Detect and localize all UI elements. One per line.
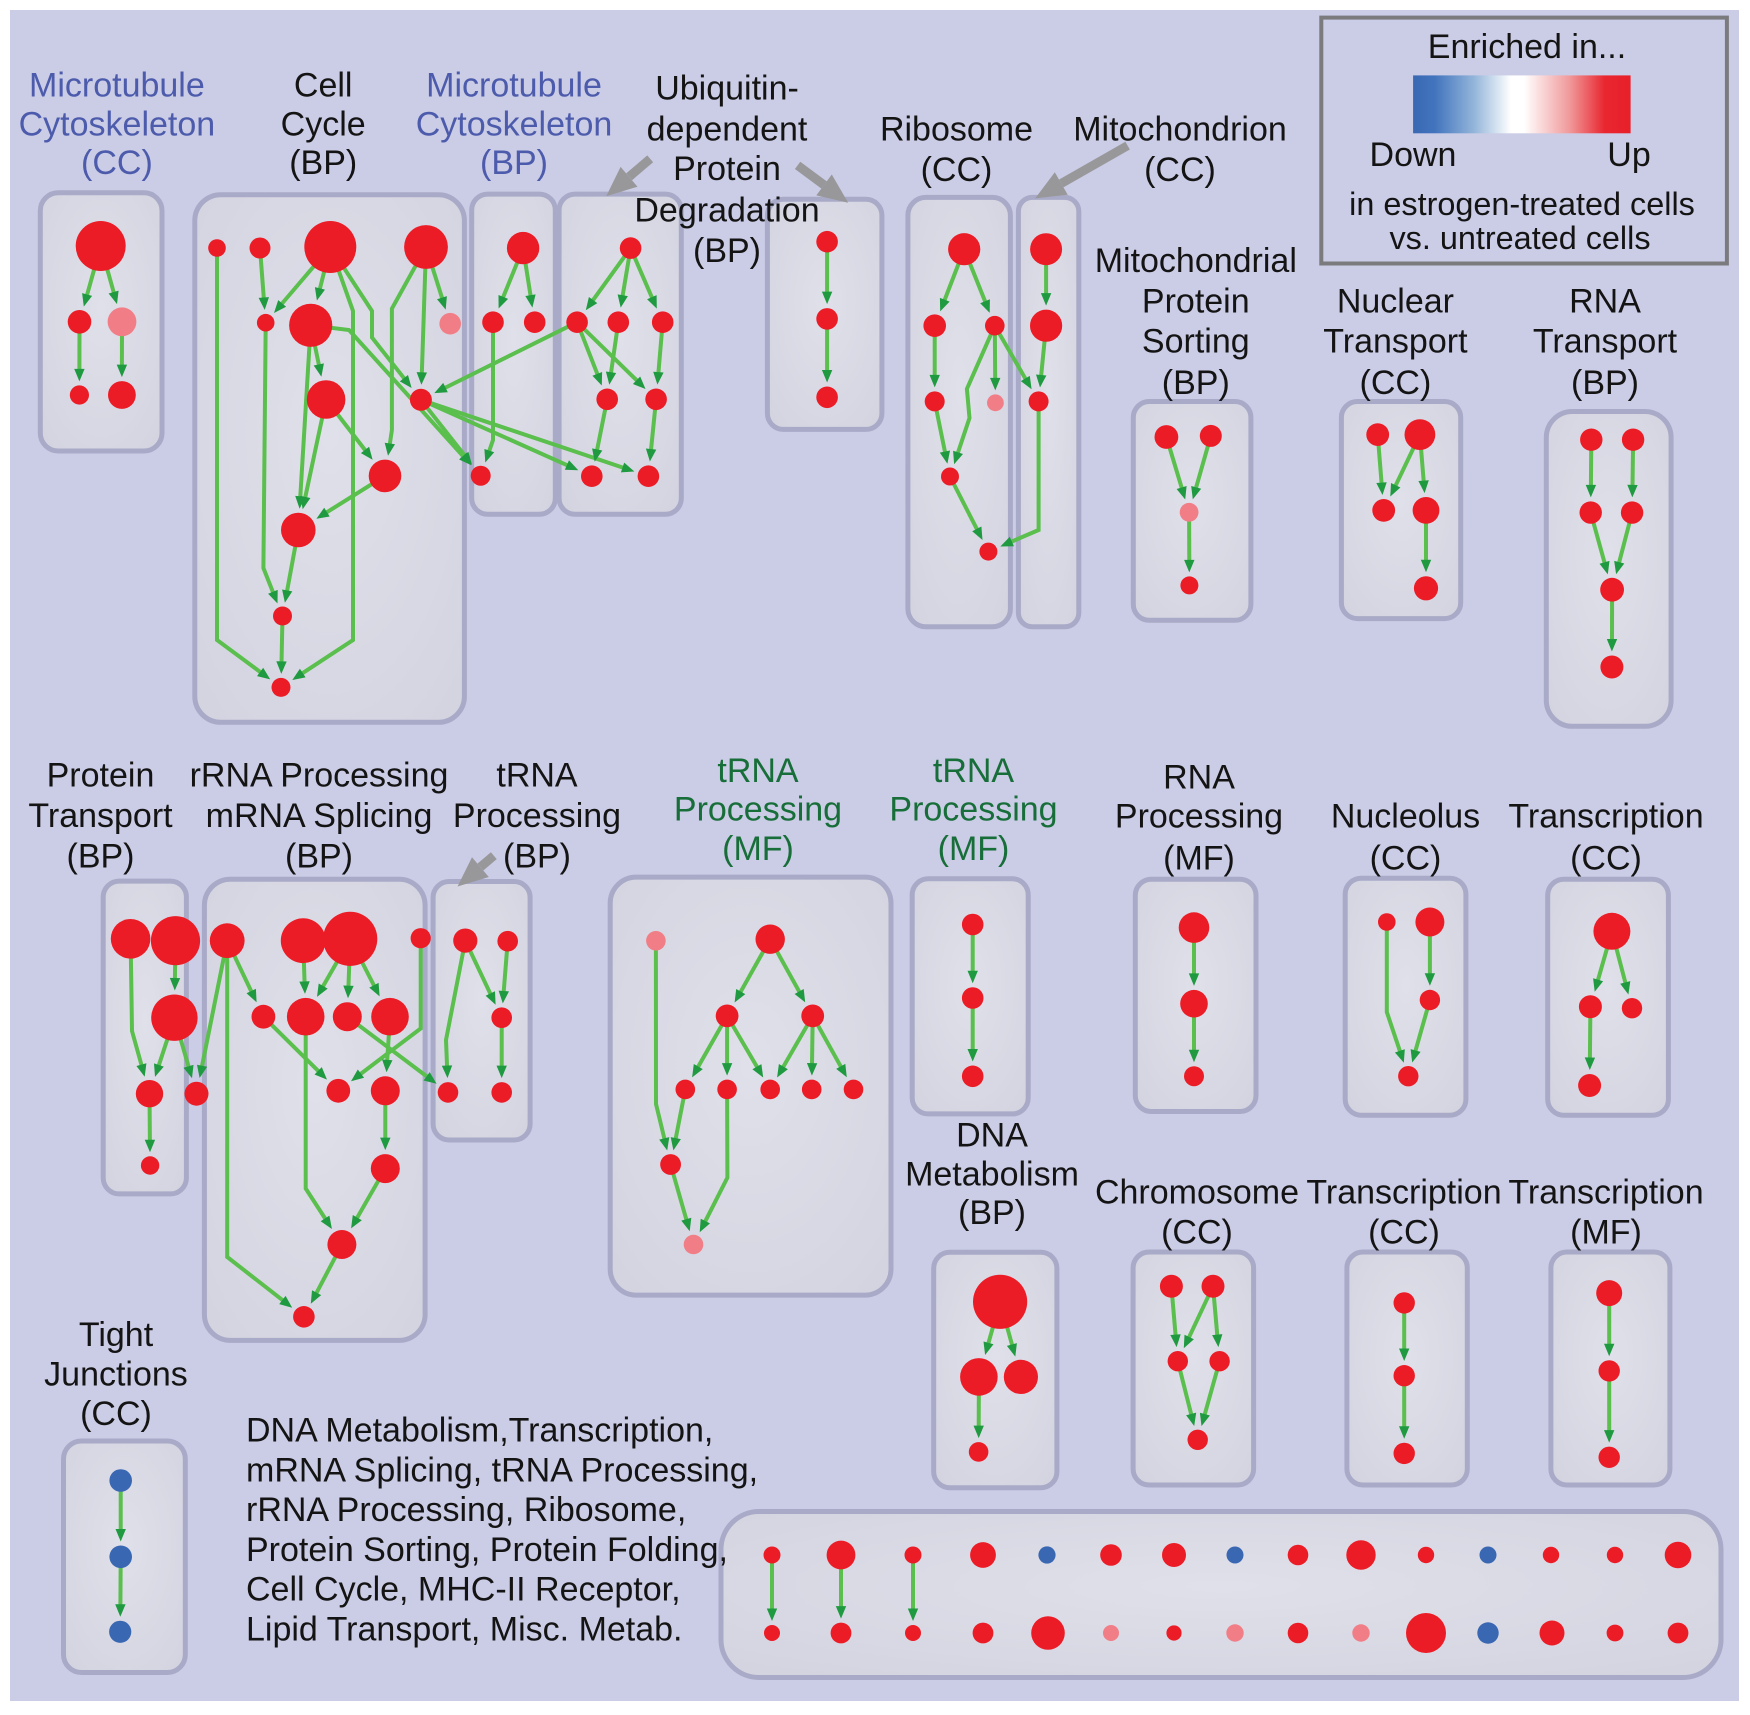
svg-text:Cytoskeleton: Cytoskeleton [416,106,613,144]
svg-text:Enriched in...: Enriched in... [1428,28,1626,66]
svg-text:tRNA: tRNA [933,752,1015,790]
svg-text:Nucleolus: Nucleolus [1331,798,1480,836]
svg-text:(BP): (BP) [285,838,353,876]
svg-text:Transcription: Transcription [1508,1174,1703,1212]
svg-text:Degradation: Degradation [634,192,819,230]
svg-text:(BP): (BP) [67,838,135,876]
svg-text:tRNA: tRNA [717,752,799,790]
svg-text:Microtubule: Microtubule [29,67,205,105]
svg-text:Transport: Transport [28,797,173,835]
svg-text:Processing: Processing [889,791,1057,829]
svg-text:(CC): (CC) [1570,839,1642,877]
svg-text:mRNA Splicing, tRNA Processing: mRNA Splicing, tRNA Processing, [246,1451,758,1489]
svg-text:in estrogen-treated cells: in estrogen-treated cells [1349,186,1695,222]
svg-text:rRNA Processing, Ribosome,: rRNA Processing, Ribosome, [246,1491,686,1529]
svg-text:rRNA Processing: rRNA Processing [190,756,449,794]
svg-text:RNA: RNA [1569,282,1641,320]
svg-text:(BP): (BP) [289,144,357,182]
svg-text:Chromosome: Chromosome [1095,1174,1299,1212]
svg-text:(CC): (CC) [1144,151,1216,189]
svg-text:Junctions: Junctions [44,1356,188,1394]
svg-text:Protein Sorting, Protein Foldi: Protein Sorting, Protein Folding, [246,1531,728,1569]
svg-text:Processing: Processing [674,791,842,829]
svg-text:(BP): (BP) [503,838,571,876]
svg-text:(MF): (MF) [1570,1213,1642,1251]
svg-text:Down: Down [1370,136,1457,174]
svg-text:(CC): (CC) [81,144,153,182]
svg-text:DNA Metabolism,Transcription,: DNA Metabolism,Transcription, [246,1412,713,1450]
svg-text:(CC): (CC) [921,151,993,189]
svg-text:(BP): (BP) [1571,364,1639,402]
svg-text:Transport: Transport [1323,323,1468,361]
svg-text:(MF): (MF) [1163,839,1235,877]
svg-text:vs. untreated cells: vs. untreated cells [1389,220,1650,256]
svg-text:Cell Cycle, MHC-II Receptor,: Cell Cycle, MHC-II Receptor, [246,1571,681,1609]
svg-text:(BP): (BP) [1162,364,1230,402]
svg-text:Microtubule: Microtubule [426,67,602,105]
svg-text:(CC): (CC) [1370,839,1442,877]
svg-text:Tight: Tight [79,1316,154,1354]
svg-text:Sorting: Sorting [1142,323,1250,361]
svg-text:(CC): (CC) [1360,364,1432,402]
svg-text:(BP): (BP) [958,1194,1026,1232]
svg-text:(CC): (CC) [80,1395,152,1433]
svg-text:(BP): (BP) [693,232,761,270]
svg-text:Transcription: Transcription [1306,1174,1501,1212]
svg-text:RNA: RNA [1163,758,1235,796]
svg-text:Protein: Protein [673,150,781,188]
svg-text:Nuclear: Nuclear [1337,282,1454,320]
svg-text:Processing: Processing [1115,798,1283,836]
svg-text:Transport: Transport [1533,323,1678,361]
svg-text:Mitochondrion: Mitochondrion [1073,110,1287,148]
svg-text:(CC): (CC) [1161,1213,1233,1251]
svg-text:Ubiquitin-: Ubiquitin- [655,69,799,107]
svg-text:Ribosome: Ribosome [880,110,1033,148]
svg-text:Processing: Processing [453,797,621,835]
svg-text:Up: Up [1607,136,1650,174]
svg-text:(MF): (MF) [938,830,1010,868]
svg-text:Mitochondrial: Mitochondrial [1095,242,1297,280]
svg-text:Cytoskeleton: Cytoskeleton [19,106,216,144]
svg-text:(MF): (MF) [722,830,794,868]
svg-text:mRNA Splicing: mRNA Splicing [206,797,433,835]
svg-text:(BP): (BP) [480,144,548,182]
svg-text:(CC): (CC) [1368,1213,1440,1251]
svg-text:Cycle: Cycle [281,106,366,144]
svg-text:tRNA: tRNA [496,756,578,794]
svg-text:Protein: Protein [1142,282,1250,320]
svg-text:Transcription: Transcription [1508,798,1703,836]
svg-text:Cell: Cell [294,67,353,105]
svg-text:Lipid Transport, Misc. Metab.: Lipid Transport, Misc. Metab. [246,1611,683,1649]
svg-text:DNA: DNA [956,1117,1028,1155]
svg-text:dependent: dependent [647,110,808,148]
svg-text:Protein: Protein [47,756,155,794]
svg-text:Metabolism: Metabolism [905,1156,1079,1194]
